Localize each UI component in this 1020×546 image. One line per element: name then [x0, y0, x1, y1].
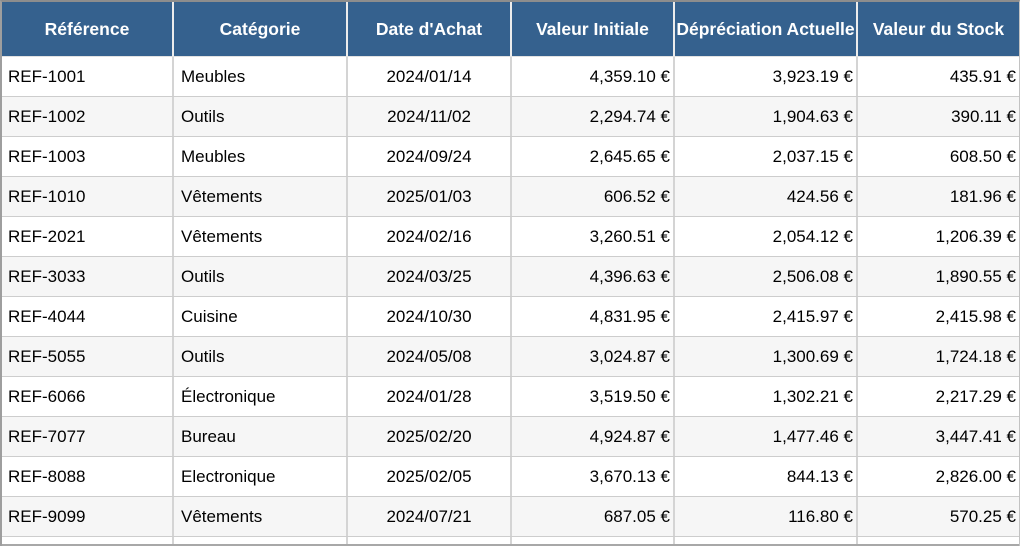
- cell-valeur-du-stock[interactable]: 2,217.29 €: [935, 386, 1016, 406]
- header-valeur-initiale[interactable]: Valeur Initiale: [512, 2, 675, 56]
- cell-valeur-du-stock[interactable]: 435.91 €: [949, 66, 1016, 86]
- cell-valeur-du-stock[interactable]: 1,890.55 €: [935, 266, 1016, 286]
- cell-date-achat[interactable]: 2024/01/28: [348, 377, 512, 416]
- cell-valeur-initiale[interactable]: 4,924.87 €: [512, 417, 675, 456]
- cell-valeur-initiale[interactable]: 687.05 €: [512, 497, 675, 536]
- table-row: REF-9099 Vêtements 2024/07/21 687.05 € 1…: [2, 497, 1019, 537]
- cell-valeur-initiale[interactable]: 2,645.65 €: [512, 137, 675, 176]
- cell-valeur-du-stock[interactable]: 2,826.00 €: [935, 466, 1016, 486]
- cell-reference[interactable]: REF-7077: [2, 417, 174, 456]
- table-row: REF-6066 Électronique 2024/01/28 3,519.5…: [2, 377, 1019, 417]
- cell-categorie[interactable]: Electronique: [174, 457, 348, 496]
- cell-reference[interactable]: REF-3033: [2, 257, 174, 296]
- cell-reference[interactable]: REF-8088: [2, 457, 174, 496]
- cell-depreciation-actuelle[interactable]: 1,477.46 €: [675, 417, 858, 456]
- cell-date-achat[interactable]: 2024/03/25: [348, 257, 512, 296]
- cell-date-achat[interactable]: 2024/07/21: [348, 497, 512, 536]
- cell-valeur-du-stock[interactable]: 2,415.98 €: [935, 306, 1016, 326]
- cell-valeur-initiale[interactable]: 3,024.87 €: [512, 337, 675, 376]
- cell-depreciation-actuelle[interactable]: 2,415.97 €: [675, 297, 858, 336]
- table-row: REF-5055 Outils 2024/05/08 3,024.87 € 1,…: [2, 337, 1019, 377]
- header-depreciation-actuelle[interactable]: Dépréciation Actuelle: [675, 2, 858, 56]
- cell-categorie[interactable]: Cuisine: [174, 297, 348, 336]
- cell-date-achat[interactable]: 2025/02/20: [348, 417, 512, 456]
- cell-categorie[interactable]: Vêtements: [174, 217, 348, 256]
- cell-date-achat[interactable]: 2024/02/16: [348, 217, 512, 256]
- cell-categorie[interactable]: Meubles: [174, 137, 348, 176]
- cell-date-achat[interactable]: 2024/11/02: [348, 97, 512, 136]
- table-row: REF-3033 Outils 2024/03/25 4,396.63 € 2,…: [2, 257, 1019, 297]
- cell-reference[interactable]: REF-1003: [2, 137, 174, 176]
- table-header-row: Référence Catégorie Date d'Achat Valeur …: [2, 2, 1019, 57]
- cell-categorie[interactable]: Vêtements: [174, 497, 348, 536]
- table-row: REF-2021 Vêtements 2024/02/16 3,260.51 €…: [2, 217, 1019, 257]
- cell-categorie[interactable]: Électronique: [174, 377, 348, 416]
- cell-depreciation-actuelle[interactable]: 2,506.08 €: [675, 257, 858, 296]
- table-row: REF-4044 Cuisine 2024/10/30 4,831.95 € 2…: [2, 297, 1019, 337]
- cell-depreciation-actuelle[interactable]: 2,054.12 €: [675, 217, 858, 256]
- cell-valeur-initiale[interactable]: 606.52 €: [512, 177, 675, 216]
- table-row: REF-1001 Meubles 2024/01/14 4,359.10 € 3…: [2, 57, 1019, 97]
- cell-depreciation-actuelle[interactable]: 1,302.21 €: [675, 377, 858, 416]
- cell-valeur-initiale[interactable]: 4,396.63 €: [512, 257, 675, 296]
- cell-date-achat[interactable]: 2024/01/14: [348, 57, 512, 96]
- cell-valeur-initiale[interactable]: 3,519.50 €: [512, 377, 675, 416]
- cell-reference[interactable]: REF-1001: [2, 57, 174, 96]
- cell-depreciation-actuelle[interactable]: 844.13 €: [675, 457, 858, 496]
- cell-valeur-initiale[interactable]: 3,260.51 €: [512, 217, 675, 256]
- cell-categorie[interactable]: Vêtements: [174, 177, 348, 216]
- table-body: REF-1001 Meubles 2024/01/14 4,359.10 € 3…: [2, 57, 1019, 537]
- cell-reference[interactable]: REF-1010: [2, 177, 174, 216]
- cell-reference[interactable]: REF-6066: [2, 377, 174, 416]
- cell-reference[interactable]: REF-2021: [2, 217, 174, 256]
- header-reference[interactable]: Référence: [2, 2, 174, 56]
- clipped-next-row: [2, 537, 1019, 546]
- cell-reference[interactable]: REF-1002: [2, 97, 174, 136]
- cell-categorie[interactable]: Outils: [174, 97, 348, 136]
- cell-categorie[interactable]: Meubles: [174, 57, 348, 96]
- header-valeur-du-stock[interactable]: Valeur du Stock: [858, 2, 1019, 56]
- table-row: REF-1010 Vêtements 2025/01/03 606.52 € 4…: [2, 177, 1019, 217]
- cell-valeur-initiale[interactable]: 4,359.10 €: [512, 57, 675, 96]
- table-row: REF-1002 Outils 2024/11/02 2,294.74 € 1,…: [2, 97, 1019, 137]
- cell-depreciation-actuelle[interactable]: 116.80 €: [675, 497, 858, 536]
- cell-valeur-du-stock[interactable]: 1,724.18 €: [935, 346, 1016, 366]
- cell-date-achat[interactable]: 2025/02/05: [348, 457, 512, 496]
- cell-valeur-du-stock[interactable]: 3,447.41 €: [935, 426, 1016, 446]
- cell-reference[interactable]: REF-4044: [2, 297, 174, 336]
- cell-valeur-du-stock[interactable]: 1,206.39 €: [935, 226, 1016, 246]
- cell-date-achat[interactable]: 2025/01/03: [348, 177, 512, 216]
- cell-valeur-du-stock[interactable]: 390.11 €: [951, 106, 1016, 126]
- cell-categorie[interactable]: Outils: [174, 337, 348, 376]
- cell-depreciation-actuelle[interactable]: 2,037.15 €: [675, 137, 858, 176]
- cell-date-achat[interactable]: 2024/09/24: [348, 137, 512, 176]
- header-categorie[interactable]: Catégorie: [174, 2, 348, 56]
- cell-valeur-du-stock[interactable]: 181.96 €: [949, 186, 1016, 206]
- cell-valeur-du-stock[interactable]: 608.50 €: [949, 146, 1016, 166]
- cell-valeur-initiale[interactable]: 3,670.13 €: [512, 457, 675, 496]
- table-row: REF-1003 Meubles 2024/09/24 2,645.65 € 2…: [2, 137, 1019, 177]
- cell-date-achat[interactable]: 2024/05/08: [348, 337, 512, 376]
- cell-date-achat[interactable]: 2024/10/30: [348, 297, 512, 336]
- cell-valeur-initiale[interactable]: 4,831.95 €: [512, 297, 675, 336]
- header-date-achat[interactable]: Date d'Achat: [348, 2, 512, 56]
- cell-reference[interactable]: REF-5055: [2, 337, 174, 376]
- cell-valeur-du-stock[interactable]: 570.25 €: [949, 506, 1016, 526]
- cell-depreciation-actuelle[interactable]: 1,300.69 €: [675, 337, 858, 376]
- table-row: REF-8088 Electronique 2025/02/05 3,670.1…: [2, 457, 1019, 497]
- cell-depreciation-actuelle[interactable]: 3,923.19 €: [675, 57, 858, 96]
- cell-depreciation-actuelle[interactable]: 424.56 €: [675, 177, 858, 216]
- table-row: REF-7077 Bureau 2025/02/20 4,924.87 € 1,…: [2, 417, 1019, 457]
- cell-depreciation-actuelle[interactable]: 1,904.63 €: [675, 97, 858, 136]
- cell-valeur-initiale[interactable]: 2,294.74 €: [512, 97, 675, 136]
- cell-categorie[interactable]: Outils: [174, 257, 348, 296]
- cell-categorie[interactable]: Bureau: [174, 417, 348, 456]
- cell-reference[interactable]: REF-9099: [2, 497, 174, 536]
